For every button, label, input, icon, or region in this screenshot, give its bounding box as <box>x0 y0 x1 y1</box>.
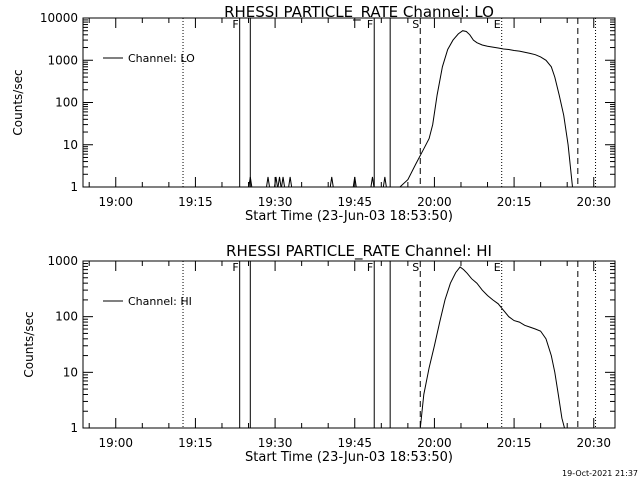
y-tick-label: 100 <box>55 310 78 324</box>
event-marker-label: S <box>412 18 419 31</box>
count-spike <box>248 176 253 188</box>
x-tick-label: 20:15 <box>497 436 532 450</box>
count-spike <box>370 176 375 188</box>
event-marker-label: S <box>412 261 419 274</box>
count-spike <box>288 176 293 188</box>
x-tick-label: 20:00 <box>417 436 452 450</box>
count-spike <box>329 176 334 188</box>
y-tick-label: 10 <box>63 365 78 379</box>
plot-frame <box>82 17 616 188</box>
series-line <box>419 266 565 429</box>
chart-panel-1: RHESSI PARTICLE_RATE Channel: HI 1 10 100 10… <box>22 242 616 465</box>
y-tick-label: 1 <box>70 180 78 194</box>
count-spike <box>382 176 387 188</box>
y-tick-label: 1000 <box>47 53 78 67</box>
x-tick-label: 20:30 <box>576 195 611 209</box>
x-tick-label: 19:30 <box>258 195 293 209</box>
event-marker-label: F <box>232 18 238 31</box>
x-axis-title: Start Time (23-Jun-03 18:53:50) <box>245 450 453 465</box>
date-stamp: 19-Oct-2021 21:37 <box>562 469 638 478</box>
count-spike <box>273 176 278 188</box>
y-axis-title: Counts/sec <box>11 69 25 135</box>
event-marker-label: F <box>232 261 238 274</box>
y-tick-label: 100 <box>55 96 78 110</box>
chart-title: RHESSI PARTICLE_RATE Channel: HI <box>226 242 492 261</box>
x-tick-label: 19:45 <box>337 195 372 209</box>
y-tick-label: 1 <box>70 421 78 435</box>
count-spike <box>281 176 286 188</box>
event-marker-label: F <box>367 18 373 31</box>
chart-title: RHESSI PARTICLE_RATE Channel: LO <box>224 3 494 22</box>
y-axis-title: Counts/sec <box>22 311 36 377</box>
count-spike <box>266 176 270 188</box>
legend-label: Channel: LO <box>128 52 195 65</box>
count-spike <box>277 176 282 188</box>
chart-panel-0: RHESSI PARTICLE_RATE Channel: LO 1 10 100 10… <box>11 3 616 224</box>
x-tick-label: 20:15 <box>497 195 532 209</box>
event-marker-label: E <box>494 18 501 31</box>
y-tick-label: 10 <box>63 138 78 152</box>
count-spike <box>352 176 357 188</box>
x-tick-label: 19:15 <box>178 436 213 450</box>
event-marker-label: E <box>494 261 501 274</box>
x-tick-label: 20:00 <box>417 195 452 209</box>
x-tick-label: 20:30 <box>576 436 611 450</box>
legend-label: Channel: HI <box>128 295 192 308</box>
plot-frame <box>82 260 616 429</box>
x-tick-label: 19:30 <box>258 436 293 450</box>
x-tick-label: 19:45 <box>337 436 372 450</box>
x-tick-label: 19:15 <box>178 195 213 209</box>
x-tick-label: 19:00 <box>98 195 133 209</box>
x-tick-label: 19:00 <box>98 436 133 450</box>
event-marker-label: F <box>367 261 373 274</box>
series-line <box>307 30 573 188</box>
y-tick-label: 1000 <box>47 254 78 268</box>
y-tick-label: 10000 <box>40 11 78 25</box>
x-axis-title: Start Time (23-Jun-03 18:53:50) <box>245 209 453 224</box>
